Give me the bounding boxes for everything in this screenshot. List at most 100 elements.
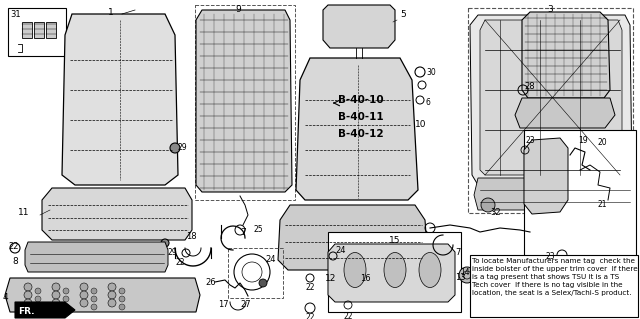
Circle shape: [618, 198, 632, 212]
Circle shape: [24, 291, 32, 299]
Text: 15: 15: [389, 236, 401, 245]
Polygon shape: [524, 138, 568, 214]
Polygon shape: [474, 178, 635, 210]
Polygon shape: [5, 278, 200, 312]
Text: 19: 19: [578, 136, 588, 145]
Text: 31: 31: [10, 10, 20, 19]
Polygon shape: [515, 98, 615, 128]
Circle shape: [80, 291, 88, 299]
Circle shape: [259, 279, 267, 287]
Circle shape: [52, 283, 60, 291]
Text: 5: 5: [400, 10, 406, 19]
Text: 18: 18: [186, 232, 196, 241]
Circle shape: [24, 299, 32, 307]
Text: 20: 20: [598, 138, 607, 147]
Ellipse shape: [344, 253, 366, 287]
Text: 22: 22: [305, 313, 314, 319]
Polygon shape: [42, 188, 192, 240]
Text: 16: 16: [360, 274, 371, 283]
Text: 22: 22: [343, 312, 353, 319]
Bar: [524, 130, 636, 270]
Ellipse shape: [384, 253, 406, 287]
Circle shape: [91, 304, 97, 310]
Circle shape: [80, 299, 88, 307]
Text: 23: 23: [526, 136, 536, 145]
Circle shape: [52, 291, 60, 299]
Polygon shape: [15, 302, 75, 318]
Polygon shape: [323, 5, 395, 48]
Text: 25: 25: [253, 225, 262, 234]
Circle shape: [119, 304, 125, 310]
Bar: [8, 8, 66, 56]
Circle shape: [91, 296, 97, 302]
Bar: [228, 248, 283, 298]
Text: 9: 9: [235, 5, 241, 14]
Text: 13: 13: [455, 273, 466, 282]
Text: 29: 29: [178, 143, 188, 152]
Text: To locate Manufacturers name tag  check the
inside bolster of the upper trim cov: To locate Manufacturers name tag check t…: [472, 258, 637, 296]
Text: B-40-10: B-40-10: [338, 95, 383, 105]
Circle shape: [481, 198, 495, 212]
Circle shape: [108, 291, 116, 299]
Text: 7: 7: [240, 228, 246, 237]
Polygon shape: [470, 15, 632, 185]
Text: 24: 24: [265, 255, 275, 264]
Text: 22: 22: [305, 283, 314, 292]
Circle shape: [52, 299, 60, 307]
Text: 32: 32: [490, 208, 500, 217]
Text: 10: 10: [415, 120, 426, 129]
Text: 7: 7: [455, 248, 460, 257]
Text: 3: 3: [547, 5, 553, 14]
Circle shape: [119, 288, 125, 294]
Text: 29: 29: [168, 248, 178, 257]
Polygon shape: [296, 58, 418, 200]
Circle shape: [63, 288, 69, 294]
Circle shape: [170, 143, 180, 153]
Circle shape: [80, 283, 88, 291]
Text: 23: 23: [545, 252, 555, 261]
Circle shape: [24, 283, 32, 291]
Text: 4: 4: [3, 293, 8, 302]
Text: 22: 22: [8, 242, 19, 251]
Text: B-40-11: B-40-11: [338, 112, 383, 122]
Text: 17: 17: [218, 300, 228, 309]
Text: FR.: FR.: [18, 307, 35, 316]
Text: B-40-12: B-40-12: [338, 129, 383, 139]
Text: 26: 26: [205, 278, 216, 287]
Polygon shape: [25, 242, 168, 272]
Text: 6: 6: [426, 98, 431, 107]
Bar: [46, 22, 56, 38]
Polygon shape: [480, 20, 622, 175]
Text: 11: 11: [18, 208, 29, 217]
Circle shape: [35, 296, 41, 302]
Circle shape: [35, 304, 41, 310]
Polygon shape: [522, 12, 610, 98]
Text: 24: 24: [335, 246, 346, 255]
Circle shape: [119, 296, 125, 302]
Circle shape: [108, 283, 116, 291]
Bar: [34, 22, 44, 38]
Circle shape: [108, 299, 116, 307]
Text: 12: 12: [325, 274, 337, 283]
Bar: [22, 22, 32, 38]
Circle shape: [459, 267, 475, 283]
Bar: [328, 232, 461, 312]
Circle shape: [63, 296, 69, 302]
Text: 14: 14: [460, 268, 470, 277]
Polygon shape: [328, 244, 455, 302]
Text: 8: 8: [12, 257, 18, 266]
Text: 28: 28: [524, 82, 534, 91]
Circle shape: [91, 288, 97, 294]
Circle shape: [161, 239, 169, 247]
Bar: [468, 8, 633, 213]
Circle shape: [583, 198, 597, 212]
Polygon shape: [278, 205, 428, 270]
Bar: [470, 255, 638, 317]
Ellipse shape: [419, 253, 441, 287]
Circle shape: [35, 288, 41, 294]
Polygon shape: [62, 14, 178, 185]
Bar: [195, 5, 295, 200]
Text: 1: 1: [108, 8, 114, 17]
Text: 30: 30: [426, 68, 436, 77]
Polygon shape: [196, 10, 292, 192]
